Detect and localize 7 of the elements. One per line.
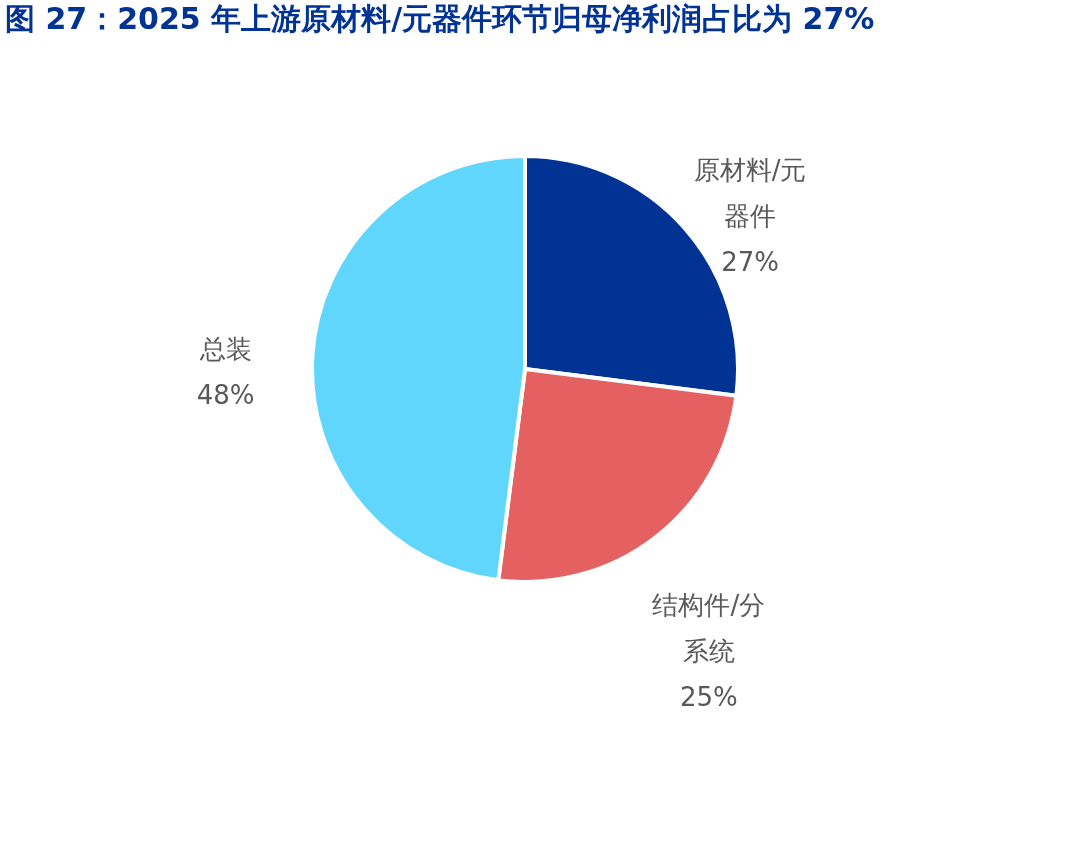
data-label: 27% bbox=[721, 246, 779, 277]
slice-label: 原材料/元器件 bbox=[693, 154, 807, 231]
slice-label: 结构件/分系统 bbox=[652, 590, 766, 667]
data-label: 48% bbox=[196, 380, 255, 411]
data-label: 25% bbox=[679, 682, 738, 713]
chart-title: 图 27：2025 年上游原材料/元器件环节归母净利润占比为 27% bbox=[5, 1, 875, 36]
slice-label: 总装 bbox=[198, 334, 252, 365]
